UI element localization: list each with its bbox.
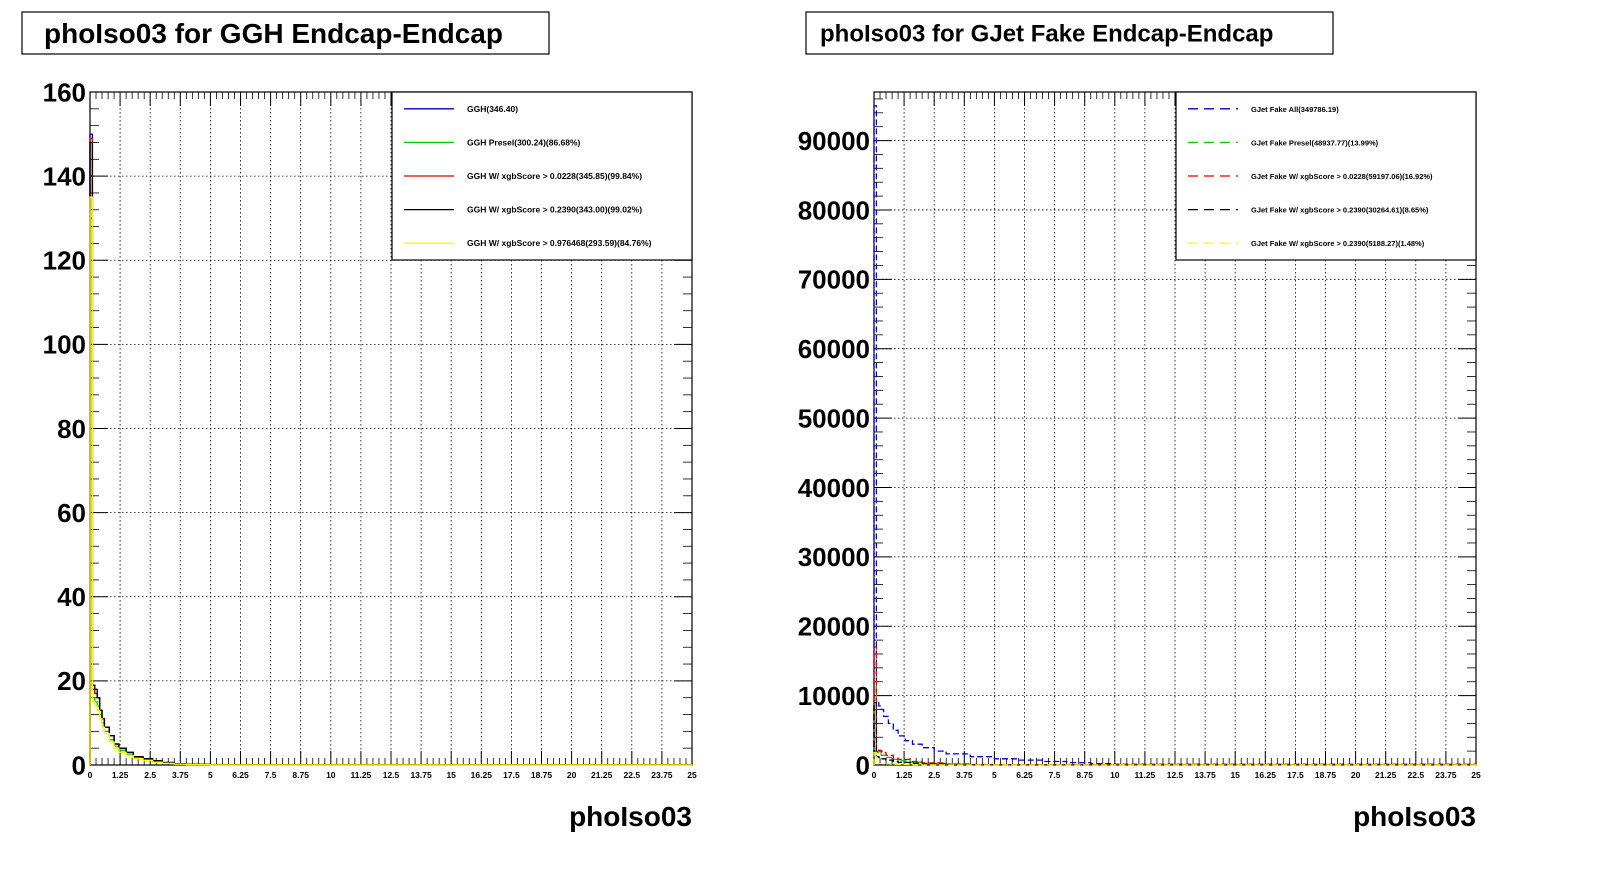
legend-label-4: GGH W/ xgbScore > 0.2390(343.00)(99.02%) <box>467 205 642 215</box>
chart-title-box <box>805 11 1334 55</box>
chart-title-box <box>21 11 550 55</box>
legend-label-1: GGH(346.40) <box>467 104 518 114</box>
legend-label-3: GGH W/ xgbScore > 0.0228(345.85)(99.84%) <box>467 171 642 181</box>
legend-label-5: GJet Fake W/ xgbScore > 0.2390(5188.27)(… <box>1251 239 1425 248</box>
y-tick-label: 140 <box>43 161 86 191</box>
x-tick-label: 23.75 <box>651 770 673 780</box>
x-tick-label: 22.5 <box>1408 770 1425 780</box>
x-tick-label: 1.25 <box>112 770 129 780</box>
x-tick-label: 5 <box>992 770 997 780</box>
x-tick-label: 16.25 <box>1255 770 1277 780</box>
legend-label-3: GJet Fake W/ xgbScore > 0.0228(59197.06)… <box>1251 172 1433 181</box>
x-tick-label: 18.75 <box>1315 770 1337 780</box>
chart-title: phoIso03 for GJet Fake Endcap-Endcap <box>820 21 1273 48</box>
y-tick-label: 20000 <box>798 612 870 642</box>
x-axis-title: phoIso03 <box>569 801 692 832</box>
x-tick-label: 3.75 <box>172 770 189 780</box>
series-line-5 <box>89 196 693 766</box>
x-tick-label: 6.25 <box>232 770 249 780</box>
x-tick-label: 17.5 <box>503 770 520 780</box>
x-tick-label: 15 <box>1230 770 1240 780</box>
legend-label-2: GGH Presel(300.24)(86.68%) <box>467 137 581 147</box>
legend-label-5: GGH W/ xgbScore > 0.976468(293.59)(84.76… <box>467 238 652 248</box>
x-tick-label: 5 <box>208 770 213 780</box>
x-tick-label: 20 <box>567 770 577 780</box>
y-tick-label: 60000 <box>798 334 870 364</box>
y-tick-label: 50000 <box>798 403 870 433</box>
chart-panel-1: phoIso03 for GGH Endcap-Endcap 0 1.25 2.5 3.… <box>21 11 697 832</box>
y-tick-label: 0 <box>72 750 86 780</box>
x-tick-label: 13.75 <box>1194 770 1216 780</box>
y-tick-label: 100 <box>43 330 86 360</box>
x-tick-label: 15 <box>446 770 456 780</box>
x-tick-label: 3.75 <box>956 770 973 780</box>
y-tick-label: 40000 <box>798 473 870 503</box>
series-line-1 <box>873 105 1477 765</box>
x-tick-label: 21.25 <box>591 770 613 780</box>
x-tick-label: 0 <box>88 770 93 780</box>
x-tick-label: 21.25 <box>1375 770 1397 780</box>
x-tick-label: 25 <box>687 770 697 780</box>
y-tick-label: 40 <box>57 582 86 612</box>
series-line-3 <box>873 646 1477 766</box>
legend-label-4: GJet Fake W/ xgbScore > 0.2390(30264.61)… <box>1251 206 1429 215</box>
x-tick-label: 25 <box>1471 770 1481 780</box>
x-tick-label: 8.75 <box>1076 770 1093 780</box>
y-tick-label: 80000 <box>798 195 870 225</box>
y-tick-label: 160 <box>43 77 86 107</box>
x-tick-label: 11.25 <box>350 770 371 780</box>
x-axis-title: phoIso03 <box>1353 801 1476 832</box>
x-tick-label: 17.5 <box>1287 770 1304 780</box>
x-tick-label: 23.75 <box>1435 770 1457 780</box>
x-tick-label: 12.5 <box>1167 770 1184 780</box>
x-tick-label: 0 <box>872 770 877 780</box>
y-tick-label: 10000 <box>798 681 870 711</box>
y-tick-label: 60 <box>57 498 86 528</box>
chart-title: phoIso03 for GGH Endcap-Endcap <box>44 18 503 49</box>
x-tick-label: 2.5 <box>928 770 940 780</box>
x-tick-label: 16.25 <box>471 770 493 780</box>
x-tick-label: 10 <box>326 770 336 780</box>
y-tick-label: 30000 <box>798 542 870 572</box>
legend-label-2: GJet Fake Presel(48937.77)(13.99%) <box>1251 138 1379 147</box>
chart-panel-2: phoIso03 for GJet Fake Endcap-Endcap 0 1.2… <box>798 11 1481 832</box>
y-tick-label: 120 <box>43 246 86 276</box>
x-tick-label: 7.5 <box>1049 770 1061 780</box>
y-tick-label: 80 <box>57 414 86 444</box>
x-tick-label: 6.25 <box>1016 770 1033 780</box>
x-tick-label: 7.5 <box>265 770 277 780</box>
y-tick-label: 0 <box>856 750 870 780</box>
series-line-5 <box>873 751 1477 766</box>
x-tick-label: 1.25 <box>896 770 913 780</box>
x-tick-label: 11.25 <box>1134 770 1155 780</box>
x-tick-label: 22.5 <box>624 770 641 780</box>
y-tick-label: 90000 <box>798 126 870 156</box>
y-tick-label: 70000 <box>798 265 870 295</box>
x-tick-label: 2.5 <box>144 770 156 780</box>
x-tick-label: 18.75 <box>531 770 553 780</box>
x-tick-label: 20 <box>1351 770 1361 780</box>
legend-label-1: GJet Fake All(349786.19) <box>1251 105 1339 114</box>
y-tick-label: 20 <box>57 666 86 696</box>
x-tick-label: 13.75 <box>410 770 432 780</box>
x-tick-label: 8.75 <box>292 770 309 780</box>
x-tick-label: 12.5 <box>383 770 400 780</box>
x-tick-label: 10 <box>1110 770 1120 780</box>
